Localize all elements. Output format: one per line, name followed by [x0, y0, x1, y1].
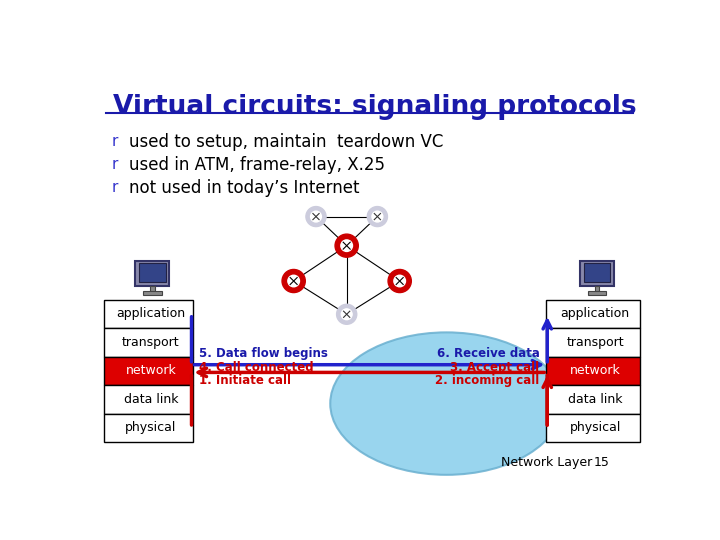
Bar: [135, 261, 169, 286]
Ellipse shape: [330, 333, 563, 475]
Text: network: network: [125, 364, 176, 377]
Text: 2. incoming call: 2. incoming call: [436, 374, 539, 387]
Text: Network Layer: Network Layer: [500, 456, 592, 469]
Text: transport: transport: [122, 336, 180, 349]
Bar: [595, 286, 599, 292]
Text: application: application: [561, 307, 630, 320]
Text: 6. Receive data: 6. Receive data: [436, 347, 539, 360]
Bar: [546, 414, 640, 442]
Bar: [104, 385, 193, 414]
Circle shape: [394, 275, 405, 287]
Circle shape: [288, 275, 300, 287]
Text: data link: data link: [124, 393, 178, 406]
Text: 4. Call connected: 4. Call connected: [199, 361, 314, 374]
Text: physical: physical: [570, 421, 621, 434]
Text: transport: transport: [567, 336, 624, 349]
Bar: [104, 300, 193, 328]
Text: Virtual circuits: signaling protocols: Virtual circuits: signaling protocols: [113, 94, 637, 120]
Circle shape: [388, 269, 411, 293]
Bar: [584, 264, 610, 282]
Circle shape: [341, 309, 352, 320]
Text: 1. Initiate call: 1. Initiate call: [199, 374, 292, 387]
Text: r: r: [112, 134, 118, 149]
Circle shape: [282, 269, 305, 293]
Bar: [104, 300, 109, 442]
Circle shape: [310, 211, 321, 222]
Text: not used in today’s Internet: not used in today’s Internet: [129, 179, 359, 197]
Text: used to setup, maintain  teardown VC: used to setup, maintain teardown VC: [129, 133, 443, 151]
Circle shape: [306, 207, 326, 227]
Bar: [546, 385, 640, 414]
Text: physical: physical: [125, 421, 176, 434]
Circle shape: [341, 240, 353, 252]
Text: r: r: [112, 157, 118, 172]
Bar: [139, 264, 166, 282]
Text: 15: 15: [594, 456, 610, 469]
Circle shape: [337, 304, 356, 325]
Bar: [143, 291, 162, 295]
Bar: [546, 300, 550, 442]
Text: 5. Data flow begins: 5. Data flow begins: [199, 347, 328, 360]
Text: r: r: [112, 180, 118, 195]
Bar: [104, 414, 193, 442]
Text: 3. Accept call: 3. Accept call: [451, 361, 539, 374]
Bar: [588, 291, 606, 295]
Bar: [546, 300, 640, 328]
Text: network: network: [570, 364, 621, 377]
Circle shape: [335, 234, 359, 257]
Text: application: application: [116, 307, 186, 320]
Bar: [580, 261, 614, 286]
Circle shape: [367, 207, 387, 227]
Bar: [104, 356, 193, 385]
Bar: [150, 286, 155, 292]
Text: data link: data link: [568, 393, 623, 406]
Bar: [546, 328, 640, 356]
Circle shape: [372, 211, 383, 222]
Bar: [104, 328, 193, 356]
Text: used in ATM, frame-relay, X.25: used in ATM, frame-relay, X.25: [129, 156, 384, 174]
Bar: [546, 356, 640, 385]
